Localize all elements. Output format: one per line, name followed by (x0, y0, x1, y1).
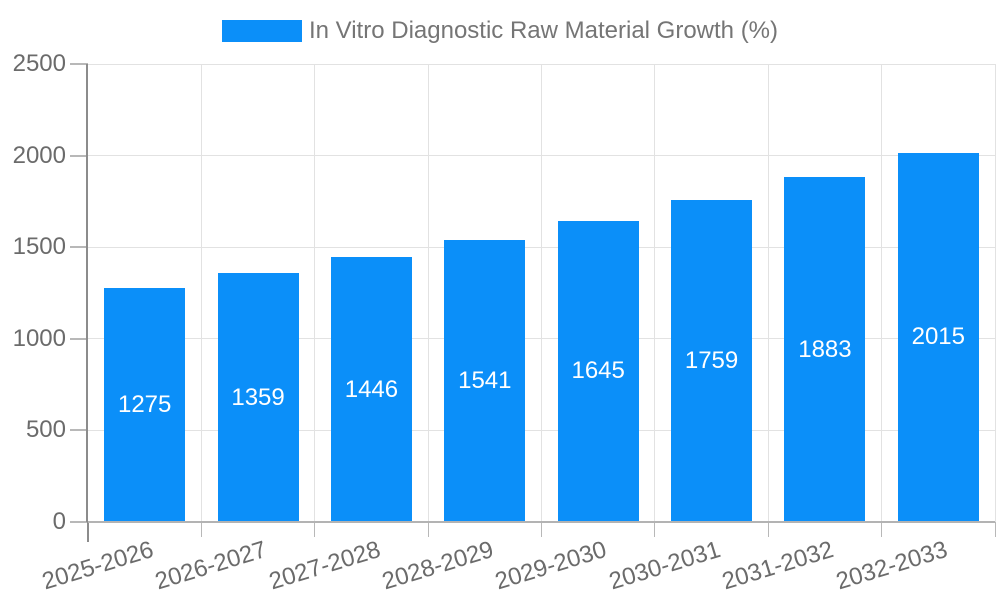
x-axis-tick (87, 522, 89, 542)
v-gridline (994, 64, 996, 522)
legend-label[interactable]: In Vitro Diagnostic Raw Material Growth … (308, 17, 779, 44)
bar[interactable]: 1359 (217, 273, 299, 522)
x-axis-label: 2032-2033 (832, 536, 951, 596)
v-gridline (767, 64, 769, 522)
bar[interactable]: 1446 (330, 257, 412, 522)
bar-value-label: 1359 (231, 383, 285, 411)
x-axis-tick (314, 522, 316, 537)
y-axis-tick (70, 429, 88, 432)
x-axis-label: 2029-2030 (492, 536, 611, 596)
bar-value-label: 1275 (117, 391, 172, 419)
v-gridline (200, 64, 202, 522)
bar-value-label: 1759 (684, 346, 739, 374)
y-axis-tick (70, 246, 88, 249)
bar[interactable]: 1883 (784, 177, 866, 522)
bar-value-label: 1541 (458, 366, 512, 394)
bar-value-label: 1446 (344, 375, 399, 403)
bar-value-label: 2015 (911, 323, 965, 351)
bar-value-label: 1883 (798, 335, 852, 363)
x-axis-tick (541, 522, 542, 537)
y-axis-tick (70, 154, 88, 157)
v-gridline (427, 64, 429, 522)
y-axis-label: 0 (52, 508, 66, 535)
y-axis-label: 500 (25, 416, 66, 444)
bar[interactable]: 1759 (671, 199, 753, 522)
legend-swatch[interactable] (221, 20, 302, 42)
x-axis-tick (994, 522, 996, 537)
v-gridline (314, 64, 316, 522)
legend[interactable]: In Vitro Diagnostic Raw Material Growth … (0, 16, 1000, 46)
x-axis-label: 2031-2032 (719, 536, 837, 596)
x-axis-line (88, 521, 995, 523)
y-axis-label: 2500 (12, 50, 66, 77)
v-gridline (881, 64, 883, 522)
bar[interactable]: 2015 (897, 152, 979, 522)
x-axis-tick (200, 522, 202, 537)
x-axis-label: 2026-2027 (152, 536, 270, 596)
y-axis-label: 2000 (12, 141, 66, 169)
x-axis-label: 2027-2028 (265, 536, 384, 596)
x-axis-tick (767, 522, 769, 537)
bar[interactable]: 1541 (444, 239, 526, 522)
v-gridline (541, 64, 542, 522)
x-axis-label: 2028-2029 (379, 536, 497, 596)
v-gridline (654, 64, 656, 522)
bar[interactable]: 1645 (557, 220, 639, 522)
y-axis-label: 1500 (12, 233, 66, 261)
bar[interactable]: 1275 (104, 288, 186, 522)
y-axis-label: 1000 (12, 324, 66, 352)
y-axis-line (86, 64, 88, 522)
x-axis-tick (881, 522, 883, 537)
x-axis-tick (654, 522, 656, 537)
bar-value-label: 1645 (571, 357, 625, 385)
y-axis-tick (70, 63, 88, 65)
x-axis-label: 2030-2031 (605, 536, 724, 596)
x-axis-tick (427, 522, 429, 537)
y-axis-tick (70, 337, 88, 340)
x-axis-label: 2025-2026 (38, 536, 157, 596)
y-axis-tick (70, 521, 88, 523)
